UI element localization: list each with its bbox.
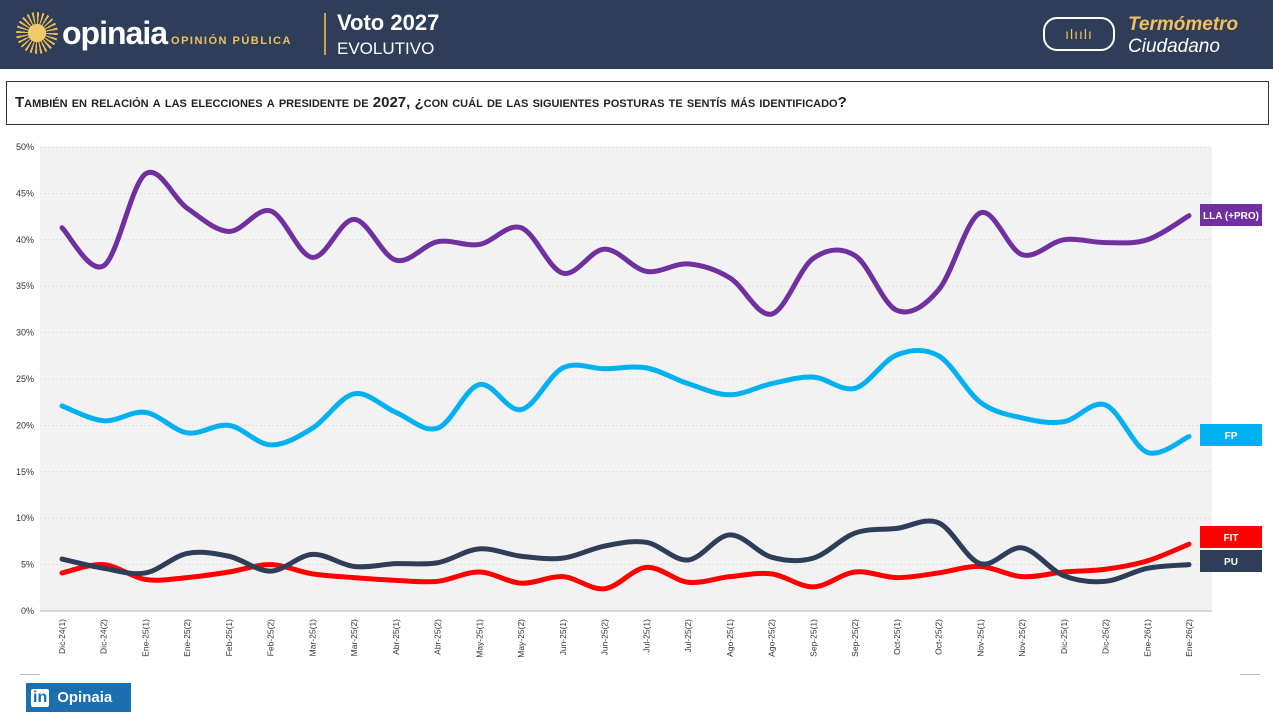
divider — [1240, 674, 1260, 675]
y-tick-label: 5% — [21, 560, 34, 570]
divider — [324, 13, 326, 55]
x-tick-label: Dic-25(2) — [1101, 619, 1111, 654]
series-label: LLA (+PRO) — [1203, 211, 1259, 222]
y-tick-label: 30% — [16, 328, 34, 338]
linkedin-icon: in — [31, 688, 50, 707]
divider — [20, 674, 40, 675]
x-tick-label: Ene-25(1) — [140, 619, 150, 657]
series-label: FIT — [1224, 533, 1239, 544]
x-tick-label: Ene-26(2) — [1184, 619, 1194, 657]
badge-title: Termómetro — [1128, 14, 1239, 35]
y-tick-label: 25% — [16, 374, 34, 384]
series-label: FP — [1225, 431, 1238, 442]
x-tick-label: Feb-25(2) — [266, 619, 276, 656]
x-tick-label: Feb-25(1) — [224, 619, 234, 656]
series-label-box — [1200, 424, 1262, 446]
x-tick-label: Sep-25(2) — [850, 619, 860, 657]
series-line-pu — [59, 518, 1192, 585]
series-line-lla — [59, 169, 1192, 317]
y-tick-label: 10% — [16, 513, 34, 523]
x-tick-label: Nov-25(2) — [1017, 619, 1027, 657]
x-tick-label: Ago-25(1) — [725, 619, 735, 657]
series-label-box — [1200, 526, 1262, 548]
x-tick-label: Jul-25(2) — [683, 619, 693, 653]
y-tick-label: 40% — [16, 235, 34, 245]
y-tick-label: 35% — [16, 281, 34, 291]
linkedin-link[interactable]: in Opinaia — [26, 683, 131, 712]
x-tick-label: Jun-25(1) — [558, 619, 568, 656]
y-tick-label: 20% — [16, 420, 34, 430]
x-tick-label: Nov-25(1) — [975, 619, 985, 657]
page-subtitle: EVOLUTIVO — [337, 39, 435, 58]
x-tick-label: Dic-24(1) — [57, 619, 67, 654]
x-tick-label: May-25(2) — [516, 619, 526, 658]
series-label-box — [1200, 204, 1262, 226]
linkedin-label: Opinaia — [57, 689, 113, 706]
x-tick-label: May-25(1) — [474, 619, 484, 658]
y-tick-label: 15% — [16, 467, 34, 477]
x-tick-label: Sep-25(1) — [808, 619, 818, 657]
brand-name: opinaia — [62, 14, 168, 51]
x-tick-label: Ene-25(2) — [182, 619, 192, 657]
x-tick-label: Ene-26(1) — [1142, 619, 1152, 657]
x-tick-label: Dic-24(2) — [99, 619, 109, 654]
brand-subtitle: OPINIÓN PÚBLICA — [171, 35, 292, 47]
x-tick-label: Oct-25(2) — [934, 619, 944, 655]
badge-subtitle: Ciudadano — [1128, 36, 1220, 57]
audio-wave-icon: ılıılı — [1043, 17, 1115, 51]
x-tick-label: Jun-25(2) — [600, 619, 610, 656]
x-tick-label: Oct-25(1) — [892, 619, 902, 655]
page-title: Voto 2027 — [337, 10, 440, 35]
x-tick-label: Mar-25(2) — [349, 619, 359, 656]
sun-logo-icon — [16, 12, 58, 54]
x-tick-label: Abr-25(2) — [433, 619, 443, 655]
question-text: También en relación a las elecciones a p… — [6, 81, 1269, 125]
x-tick-label: Jul-25(1) — [641, 619, 651, 653]
y-tick-label: 45% — [16, 188, 34, 198]
y-tick-label: 50% — [16, 142, 34, 152]
series-label-box — [1200, 550, 1262, 572]
series-label: PU — [1224, 557, 1238, 568]
x-tick-label: Mar-25(1) — [307, 619, 317, 656]
x-tick-label: Ago-25(2) — [767, 619, 777, 657]
series-line-fp — [59, 347, 1192, 456]
header: opinaia OPINIÓN PÚBLICA Voto 2027 EVOLUT… — [0, 0, 1273, 69]
y-tick-label: 0% — [21, 606, 34, 616]
opinaia-logo: opinaia OPINIÓN PÚBLICA — [16, 12, 292, 54]
x-tick-label: Dic-25(1) — [1059, 619, 1069, 654]
x-tick-label: Abr-25(1) — [391, 619, 401, 655]
